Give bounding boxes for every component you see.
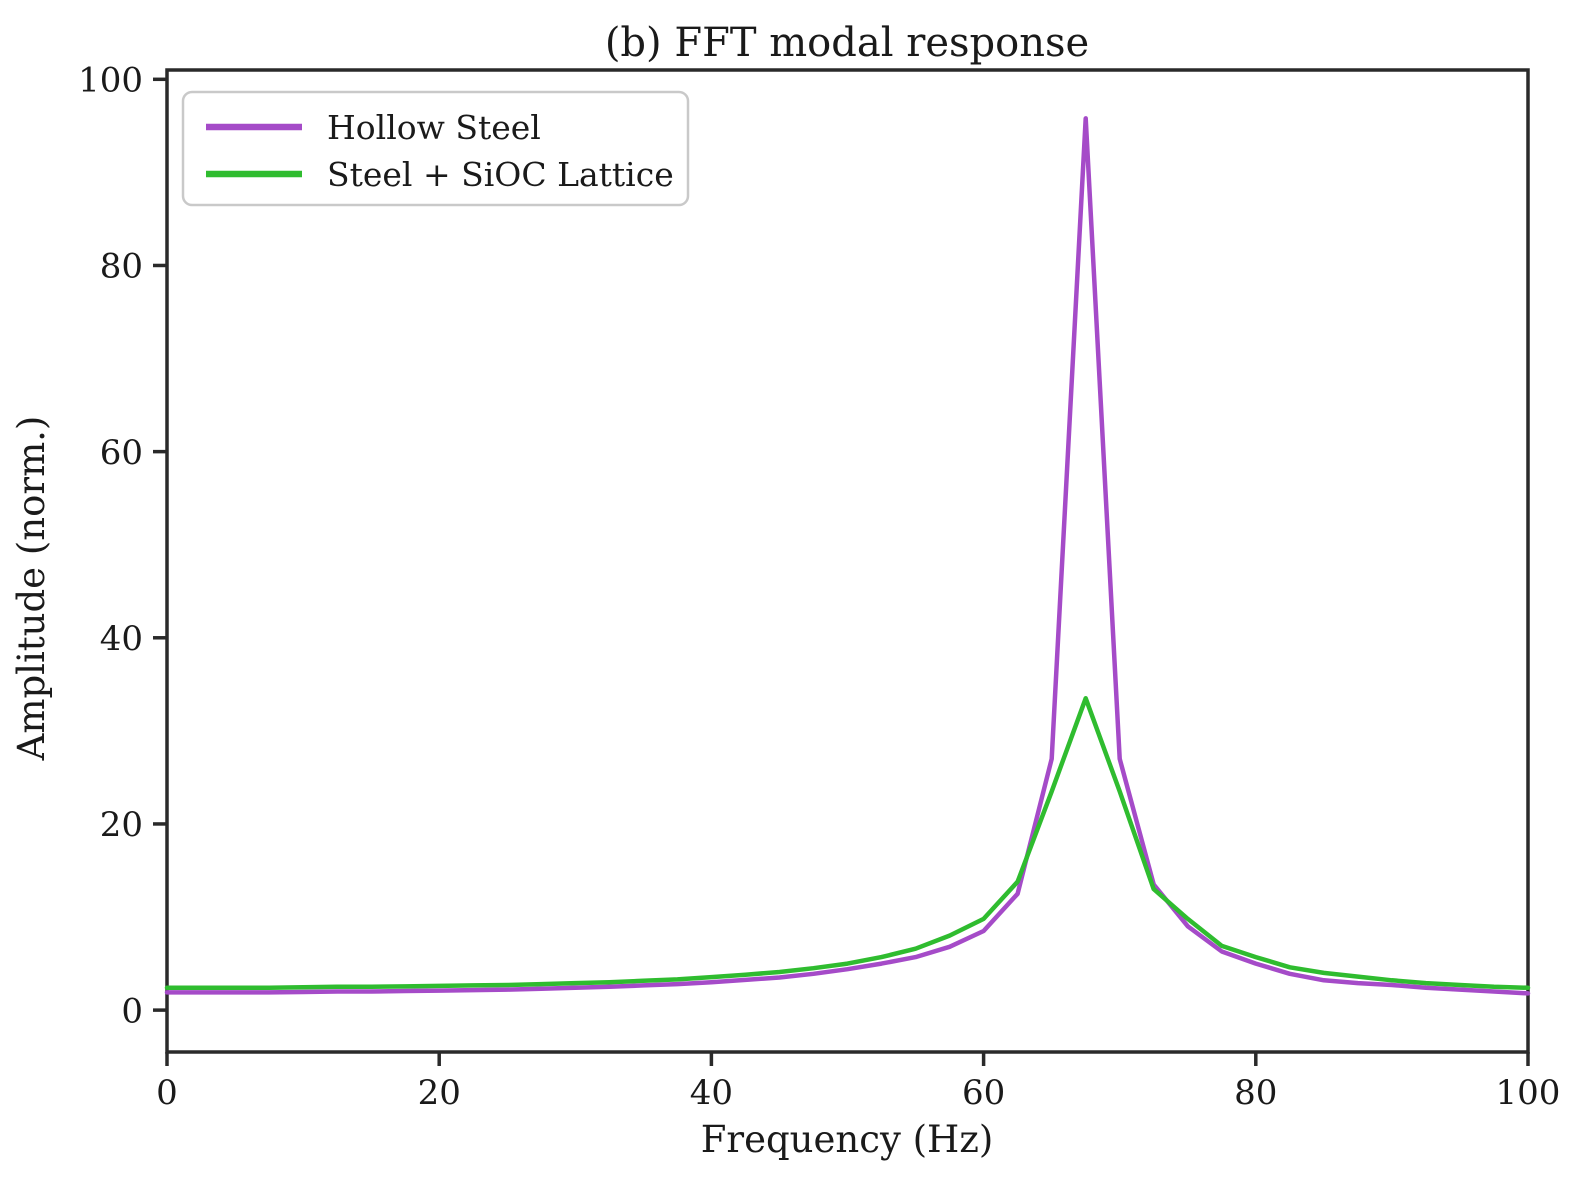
x-tick-label: 80: [1234, 1073, 1277, 1113]
y-axis-label: Amplitude (norm.): [10, 416, 53, 762]
x-tick-label: 40: [690, 1073, 733, 1113]
series-line-steel-sioc-lattice: [164, 696, 1531, 991]
y-tick-label: 0: [121, 991, 143, 1031]
y-tick-label: 20: [100, 805, 143, 845]
x-tick-label: 20: [418, 1073, 461, 1113]
x-tick-label: 0: [156, 1073, 178, 1113]
legend-box: [181, 90, 690, 207]
y-tick-label: 60: [100, 433, 143, 473]
legend-label: Hollow Steel: [327, 108, 541, 147]
legend-label: Steel + SiOC Lattice: [327, 155, 674, 194]
x-axis-label: Frequency (Hz): [701, 1118, 994, 1161]
y-tick-label: 40: [100, 619, 143, 659]
series-line-hollow-steel: [164, 116, 1531, 996]
y-tick-label: 80: [100, 247, 143, 287]
plot-area: 0 20 40 60 80 100 0 20 40 60 80 100 Hollow Steel Stee…: [78, 61, 1560, 1113]
x-tick-label: 60: [962, 1073, 1005, 1113]
y-tick-label: 100: [78, 61, 143, 101]
chart-title: (b) FFT modal response: [605, 20, 1089, 66]
x-tick-label: 100: [1496, 1073, 1561, 1113]
axes-spines: [165, 68, 1530, 1054]
